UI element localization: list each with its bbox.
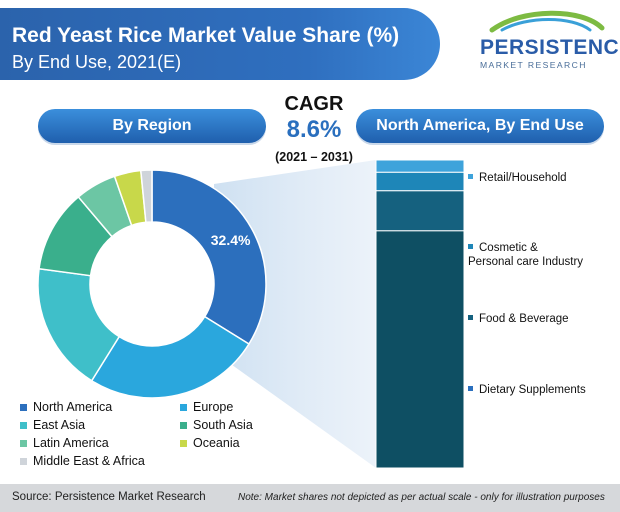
bar-label-swatch [468,315,473,321]
bar-label-text: Dietary Supplements [479,384,586,396]
donut-slice-europe [90,315,250,399]
by-region-heading: By Region [38,109,266,143]
logo-subtitle: MARKET RESEARCH [480,60,587,70]
legend-label: East Asia [33,418,86,432]
legend-item: Middle East & Africa [20,454,145,468]
legend-swatch [20,422,27,430]
footer: Source: Persistence Market Research Note… [0,484,620,512]
bar-label-swatch [468,244,473,250]
donut-slice-north-america [151,169,267,346]
legend-label: Oceania [193,436,240,450]
bar-label-swatch [468,174,473,180]
donut-data-label: 32.4% [211,232,251,248]
bar-label-swatch [468,386,473,392]
legend-label: Latin America [33,436,109,450]
legend-swatch [20,440,27,448]
cagr-label: CAGR [284,93,344,115]
bar-label-retail: Retail/Household [468,171,608,185]
logo-name: PERSISTENCE [480,36,620,59]
bar-label-text: Cosmetic & Personal care Industry [468,242,584,268]
legend-label: South Asia [193,418,253,432]
source-text: Source: Persistence Market Research [12,491,206,503]
legend-item: Oceania [180,436,240,450]
legend-item: South Asia [180,418,253,432]
bar-label-text: Food & Beverage [479,313,569,325]
bar-label-cosmetic: Cosmetic & Personal care Industry [468,241,586,269]
title-banner: Red Yeast Rice Market Value Share (%) By… [0,8,440,80]
legend-item: Latin America [20,436,109,450]
chart-subtitle: By End Use, 2021(E) [12,52,182,72]
bar-segment-food-beverage [375,190,465,232]
bar-label-food: Food & Beverage [468,312,608,326]
region-legend: North America Europe East Asia South Asi… [20,400,280,474]
legend-item: East Asia [20,418,85,432]
bar-label-text: Retail/Household [479,172,567,184]
cagr-value: 8.6% [286,116,342,143]
bar-segment-dietary-supplements [375,230,465,469]
legend-item: Europe [180,400,233,414]
legend-label: North America [33,400,113,414]
persistence-logo-icon [489,10,605,33]
donut-slice-middle-east-africa [139,169,153,224]
region-donut-chart: 32.4% [37,169,267,399]
bar-segment-cosmetic-personal-care-industry [375,171,465,192]
note-text: Note: Market shares not depicted as per … [238,492,605,503]
chart-canvas: 32.4% [37,159,465,469]
chart-title: Red Yeast Rice Market Value Share (%) [12,24,400,47]
north-america-by-end-use-heading: North America, By End Use [356,109,604,143]
legend-swatch [180,440,187,448]
bar-segment-retail-household [375,159,465,173]
legend-swatch [20,458,27,466]
legend-swatch [180,422,187,430]
legend-label: Middle East & Africa [33,454,145,468]
legend-swatch [180,404,187,412]
end-use-stacked-bar [375,159,465,469]
legend-item: North America [20,400,112,414]
cagr-period: (2021 – 2031) [275,150,353,164]
legend-label: Europe [193,400,234,414]
legend-swatch [20,404,27,412]
bar-label-dietary: Dietary Supplements [468,383,613,397]
